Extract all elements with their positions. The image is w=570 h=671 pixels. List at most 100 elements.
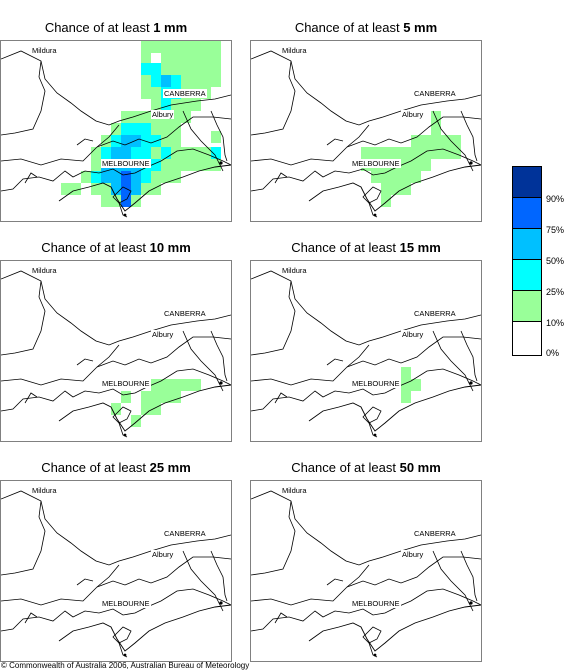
map-label-melbourne: MELBOURNE xyxy=(101,159,151,168)
panel-title-amount: 1 mm xyxy=(153,20,188,35)
map-label-melbourne: MELBOURNE xyxy=(351,159,401,168)
probability-cell-10 xyxy=(431,135,441,147)
panel-title: Chance of at least 10 mm xyxy=(0,240,232,255)
map-graphic xyxy=(251,270,481,438)
panel-title-prefix: Chance of at least xyxy=(44,20,154,35)
probability-cell xyxy=(161,99,171,111)
probability-cell-10 xyxy=(421,159,431,171)
probability-cell-10 xyxy=(201,63,211,75)
probability-cell xyxy=(121,135,131,147)
victoria-map: Mildura CANBERRA Albury MELBOURNE xyxy=(0,40,232,222)
probability-cell-10 xyxy=(191,379,201,391)
probability-cell-10 xyxy=(161,63,171,75)
map-label-melbourne: MELBOURNE xyxy=(101,599,151,608)
map-label-albury: Albury xyxy=(151,330,175,339)
probability-cell xyxy=(131,171,141,183)
probability-cell-10 xyxy=(91,147,101,159)
probability-cell xyxy=(161,147,171,159)
probability-cell-10 xyxy=(141,51,151,63)
probability-cell-10 xyxy=(171,111,181,123)
map-label-mildura: Mildura xyxy=(281,266,308,275)
map-label-melbourne: MELBOURNE xyxy=(101,379,151,388)
map-label-canberra: CANBERRA xyxy=(163,529,207,538)
map-label-canberra: CANBERRA xyxy=(413,309,457,318)
probability-cell-10 xyxy=(201,147,211,159)
map-label-mildura: Mildura xyxy=(31,266,58,275)
panel-title-amount: 10 mm xyxy=(149,240,191,255)
map-label-melbourne: MELBOURNE xyxy=(351,379,401,388)
probability-cell-10 xyxy=(111,195,121,207)
probability-cell xyxy=(111,135,121,147)
probability-cell-10 xyxy=(201,41,211,53)
probability-cell-10 xyxy=(101,195,111,207)
panel-title: Chance of at least 25 mm xyxy=(0,460,232,475)
panel-title-amount: 15 mm xyxy=(399,240,441,255)
map-label-albury: Albury xyxy=(151,110,175,119)
map-graphic xyxy=(1,41,231,218)
probability-cell-10 xyxy=(121,391,131,403)
probability-cell xyxy=(131,135,141,147)
probability-cell xyxy=(131,183,141,195)
probability-cell-10 xyxy=(131,195,141,207)
probability-cell-10 xyxy=(151,379,161,391)
probability-cell-10 xyxy=(91,183,101,195)
probability-cell-10 xyxy=(211,75,221,87)
map-label-albury: Albury xyxy=(401,330,425,339)
probability-cell xyxy=(151,75,161,87)
probability-cell-10 xyxy=(151,87,161,99)
panel-title-prefix: Chance of at least xyxy=(291,460,400,475)
probability-cell-10 xyxy=(401,147,411,159)
probability-cell-10 xyxy=(161,41,171,53)
probability-cell xyxy=(161,75,171,87)
panel-title: Chance of at least 5 mm xyxy=(250,20,482,35)
probability-cell-10 xyxy=(141,75,151,87)
panel-title: Chance of at least 50 mm xyxy=(250,460,482,475)
probability-cell-10 xyxy=(171,51,181,63)
probability-cell-10 xyxy=(151,171,161,183)
panel-title-prefix: Chance of at least xyxy=(291,240,400,255)
victoria-map: Mildura CANBERRA Albury MELBOURNE xyxy=(0,260,232,442)
probability-cell xyxy=(171,75,181,87)
probability-cell-10 xyxy=(141,403,151,415)
probability-cell-10 xyxy=(161,171,171,183)
probability-cell-10 xyxy=(181,99,191,111)
map-graphic xyxy=(251,50,481,218)
probability-cell-10 xyxy=(61,183,71,195)
probability-cell-10 xyxy=(181,63,191,75)
probability-cell-10 xyxy=(181,41,191,53)
probability-cell-10 xyxy=(191,75,201,87)
probability-cell-10 xyxy=(161,51,171,63)
panel-title-prefix: Chance of at least xyxy=(41,240,150,255)
probability-cell xyxy=(121,183,131,195)
panel-title-amount: 25 mm xyxy=(149,460,191,475)
probability-cell-10 xyxy=(181,51,191,63)
probability-cell-10 xyxy=(191,99,201,111)
legend-swatch-90 xyxy=(513,167,541,198)
probability-cell-10 xyxy=(201,51,211,63)
probability-cell-10 xyxy=(211,41,221,53)
probability-cell-10 xyxy=(171,159,181,171)
probability-cell xyxy=(211,147,221,159)
legend-swatch-75 xyxy=(513,198,541,229)
probability-cell xyxy=(131,147,141,159)
probability-cell-10 xyxy=(101,183,111,195)
probability-cell-10 xyxy=(401,159,411,171)
probability-cell xyxy=(151,63,161,75)
probability-cell-10 xyxy=(451,147,461,159)
victoria-map: Mildura CANBERRA Albury MELBOURNE xyxy=(0,480,232,662)
probability-cell-10 xyxy=(411,147,421,159)
probability-cell-10 xyxy=(211,51,221,63)
probability-cell-10 xyxy=(171,379,181,391)
probability-cell-10 xyxy=(181,75,191,87)
probability-cell-10 xyxy=(131,111,141,123)
probability-cell-10 xyxy=(171,135,181,147)
probability-cell xyxy=(151,159,161,171)
legend-swatch-25 xyxy=(513,260,541,291)
probability-cell-10 xyxy=(181,147,191,159)
map-graphic xyxy=(251,490,481,658)
probability-cell-10 xyxy=(411,379,421,391)
map-label-melbourne: MELBOURNE xyxy=(351,599,401,608)
probability-cell xyxy=(141,171,151,183)
probability-cell-10 xyxy=(161,159,171,171)
probability-cell-10 xyxy=(401,171,411,183)
